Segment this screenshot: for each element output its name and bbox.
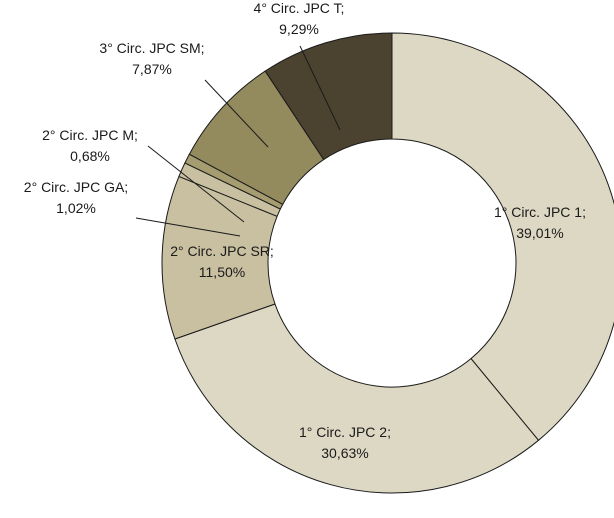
data-label-value-3-circ-jpc-sm: 7,87%	[132, 61, 172, 77]
data-label-value-4-circ-jpc-t: 9,29%	[279, 21, 319, 37]
data-label-name-1-circ-jpc-2: 1° Circ. JPC 2;	[299, 424, 391, 440]
data-label-name-2-circ-jpc-m: 2° Circ. JPC M;	[42, 127, 138, 143]
data-label-name-3-circ-jpc-sm: 3° Circ. JPC SM;	[99, 40, 204, 56]
data-label-value-2-circ-jpc-ga: 1,02%	[56, 200, 96, 216]
leader-line-2-circ-jpc-m	[147, 145, 245, 223]
slice-4-circ-jpc-t	[264, 32, 393, 161]
leader-line-4-circ-jpc-t	[299, 45, 341, 131]
chart-data-labels: 1° Circ. JPC 1; 39,01% 1° Circ. JPC 2; 30,6…	[24, 0, 586, 461]
leader-line-3-circ-jpc-sm	[204, 79, 269, 148]
chart-slices	[161, 32, 614, 494]
data-label-name-4-circ-jpc-t: 4° Circ. JPC T;	[254, 0, 345, 16]
data-label-name-2-circ-jpc-sr: 2° Circ. JPC SR;	[170, 243, 274, 259]
label-leader-lines	[135, 45, 341, 237]
data-label-value-1-circ-jpc-2: 30,63%	[321, 445, 368, 461]
data-label-name-2-circ-jpc-ga: 2° Circ. JPC GA;	[24, 179, 128, 195]
leader-line-2-circ-jpc-ga	[135, 217, 241, 237]
data-label-value-1-circ-jpc-1: 39,01%	[516, 225, 563, 241]
slice-1-circ-jpc-2	[174, 303, 539, 494]
slice-1-circ-jpc-1	[391, 32, 614, 441]
data-label-value-2-circ-jpc-m: 0,68%	[70, 148, 110, 164]
data-label-name-1-circ-jpc-1: 1° Circ. JPC 1;	[494, 204, 586, 220]
data-label-value-2-circ-jpc-sr: 11,50%	[199, 264, 245, 280]
